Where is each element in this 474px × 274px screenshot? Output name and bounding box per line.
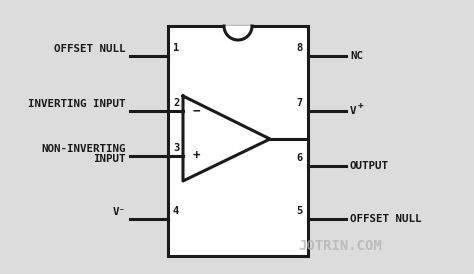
Text: +: +: [193, 150, 201, 162]
Text: NON-INVERTING: NON-INVERTING: [42, 144, 126, 154]
Text: 1: 1: [173, 43, 179, 53]
Text: 5: 5: [297, 206, 303, 216]
Text: INVERTING INPUT: INVERTING INPUT: [28, 99, 126, 109]
Text: 8: 8: [297, 43, 303, 53]
Polygon shape: [224, 26, 252, 40]
Text: 4: 4: [173, 206, 179, 216]
Text: 2: 2: [173, 98, 179, 108]
Text: +: +: [358, 101, 364, 110]
Text: 7: 7: [297, 98, 303, 108]
Bar: [168, 26, 308, 256]
Text: −: −: [193, 104, 201, 118]
Text: JOTRIN.COM: JOTRIN.COM: [298, 239, 382, 253]
Text: V: V: [350, 106, 356, 116]
Text: NC: NC: [350, 51, 363, 61]
Text: 6: 6: [297, 153, 303, 163]
Text: 3: 3: [173, 143, 179, 153]
Text: OFFSET NULL: OFFSET NULL: [55, 44, 126, 54]
Text: OFFSET NULL: OFFSET NULL: [350, 214, 421, 224]
Text: V⁻: V⁻: [113, 207, 126, 217]
Text: OUTPUT: OUTPUT: [350, 161, 389, 171]
Text: INPUT: INPUT: [93, 154, 126, 164]
